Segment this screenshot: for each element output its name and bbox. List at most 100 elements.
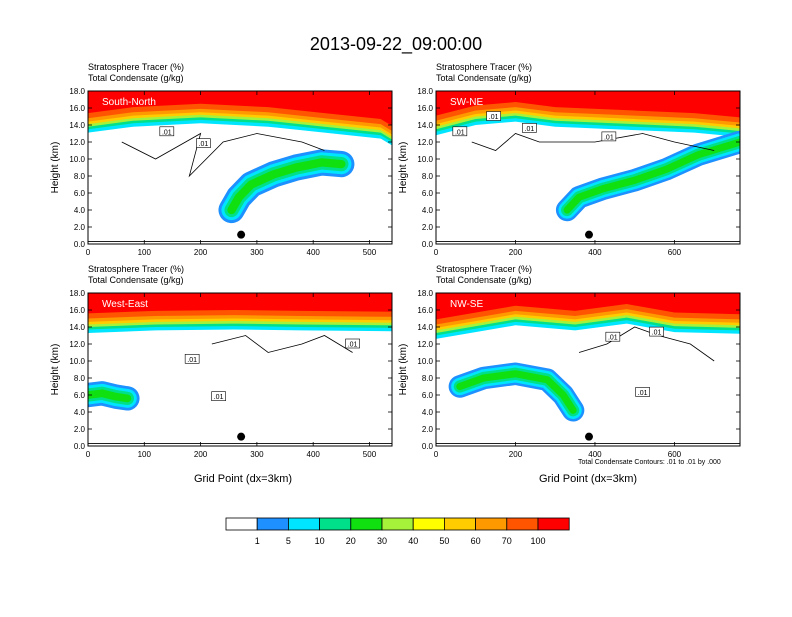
location-marker bbox=[237, 230, 246, 239]
location-marker bbox=[584, 432, 593, 441]
y-tick-label: 0.0 bbox=[422, 240, 434, 249]
colorbar-swatch-3 bbox=[319, 517, 352, 531]
y-tick-label: 4.0 bbox=[422, 408, 434, 417]
x-tick-label: 0 bbox=[86, 450, 91, 459]
colorbar-label: 5 bbox=[286, 536, 291, 546]
y-tick-label: 14.0 bbox=[69, 121, 85, 130]
x-tick-label: 400 bbox=[307, 450, 321, 459]
colorbar-swatch-0 bbox=[225, 517, 258, 531]
contour-label: .01 bbox=[348, 342, 358, 349]
contour-label: .01 bbox=[489, 114, 499, 121]
contour-label: .01 bbox=[187, 357, 197, 364]
colorbar-label: 30 bbox=[377, 536, 387, 546]
contour-label: .01 bbox=[525, 126, 535, 133]
colorbar: 1 5 10 20 30 40 50 60 70 100 bbox=[225, 517, 570, 546]
y-tick-label: 2.0 bbox=[74, 223, 86, 232]
x-tick-label: 200 bbox=[509, 248, 523, 257]
contour-title: Total Condensate (g/kg) bbox=[88, 275, 184, 285]
y-tick-label: 0.0 bbox=[422, 442, 434, 451]
panel-name: West-East bbox=[102, 299, 148, 310]
y-tick-label: 6.0 bbox=[422, 189, 434, 198]
x-tick-label: 400 bbox=[588, 450, 602, 459]
y-tick-label: 12.0 bbox=[69, 138, 85, 147]
colorbar-label: 20 bbox=[346, 536, 356, 546]
plume-level-3 bbox=[227, 158, 346, 215]
x-tick-label: 200 bbox=[509, 450, 523, 459]
y-tick-label: 12.0 bbox=[417, 138, 433, 147]
colorbar-swatch-2 bbox=[287, 517, 320, 531]
colorbar-label: 70 bbox=[502, 536, 512, 546]
contour-label-box bbox=[211, 391, 226, 402]
x-tick-label: 200 bbox=[194, 450, 208, 459]
contour-label-box bbox=[635, 387, 650, 397]
contour-info-text: Total Condensate Contours: .01 to .01 by… bbox=[578, 459, 721, 466]
y-tick-label: 0.0 bbox=[74, 240, 86, 249]
x-tick-label: 500 bbox=[363, 248, 377, 257]
y-axis-label: Height (km) bbox=[398, 344, 409, 396]
x-tick-label: 200 bbox=[194, 248, 208, 257]
colorbar-label: 40 bbox=[408, 536, 418, 546]
contour-title: Total Condensate (g/kg) bbox=[436, 275, 532, 285]
plume-level-3 bbox=[563, 138, 740, 214]
contour-title: Total Condensate (g/kg) bbox=[436, 73, 532, 83]
x-tick-label: 600 bbox=[668, 450, 682, 459]
plot-area: .01 .01 bbox=[88, 91, 392, 244]
band-top bbox=[88, 91, 392, 102]
y-tick-label: 6.0 bbox=[74, 391, 86, 400]
y-tick-label: 4.0 bbox=[74, 206, 86, 215]
plot-area: .01 .01 .01 bbox=[436, 293, 740, 446]
contour-label: .01 bbox=[652, 330, 662, 337]
y-tick-label: 16.0 bbox=[69, 306, 85, 315]
band-top bbox=[436, 293, 740, 304]
colorbar-label: 100 bbox=[530, 536, 545, 546]
contour-label-box bbox=[184, 353, 200, 364]
plot-frame bbox=[435, 90, 741, 245]
x-axis-label-right: Grid Point (dx=3km) bbox=[539, 473, 637, 485]
y-tick-label: 6.0 bbox=[422, 391, 434, 400]
plume-level-3 bbox=[88, 389, 132, 403]
contour-label-box bbox=[601, 131, 617, 142]
x-tick-label: 0 bbox=[434, 248, 439, 257]
y-tick-label: 2.0 bbox=[422, 425, 434, 434]
colorbar-swatch-5 bbox=[381, 517, 414, 531]
y-axis-label: Height (km) bbox=[50, 142, 61, 194]
y-tick-label: 4.0 bbox=[74, 408, 86, 417]
colorbar-swatch-8 bbox=[475, 517, 508, 531]
colorbar-swatch-1 bbox=[256, 517, 289, 531]
y-tick-label: 18.0 bbox=[417, 289, 433, 298]
x-tick-label: 0 bbox=[434, 450, 439, 459]
panel-name: SW-NE bbox=[450, 97, 483, 108]
x-axis-label-left: Grid Point (dx=3km) bbox=[194, 473, 292, 485]
x-tick-label: 600 bbox=[668, 248, 682, 257]
contour-label-box bbox=[522, 123, 537, 133]
plume-level-3 bbox=[456, 370, 577, 414]
condensate-contour bbox=[121, 132, 325, 178]
band-top bbox=[436, 91, 740, 102]
y-tick-label: 14.0 bbox=[417, 121, 433, 130]
field-title: Stratosphere Tracer (%) bbox=[88, 62, 184, 72]
y-tick-label: 2.0 bbox=[422, 223, 434, 232]
contour-label: .01 bbox=[608, 335, 618, 342]
y-tick-label: 18.0 bbox=[69, 87, 85, 96]
y-tick-label: 8.0 bbox=[74, 374, 86, 383]
contour-label-box bbox=[345, 338, 360, 349]
colorbar-swatch-7 bbox=[443, 517, 476, 531]
plot-frame bbox=[435, 292, 741, 447]
contour-label: .01 bbox=[162, 129, 172, 136]
y-tick-label: 0.0 bbox=[74, 442, 86, 451]
plot-area: .01 .01 .01 bbox=[88, 293, 392, 446]
contour-label-box bbox=[486, 111, 501, 121]
colorbar-label: 1 bbox=[255, 536, 260, 546]
condensate-contour bbox=[471, 133, 715, 151]
y-tick-label: 10.0 bbox=[417, 357, 433, 366]
x-tick-label: 400 bbox=[307, 248, 321, 257]
panel-sw-ne: .01 .01 .01 .01 SW-NE Stratosphere Tracer (%)… bbox=[398, 62, 741, 257]
location-marker bbox=[237, 432, 246, 441]
contour-label: .01 bbox=[199, 141, 209, 148]
panel-name: NW-SE bbox=[450, 299, 483, 310]
y-tick-label: 2.0 bbox=[74, 425, 86, 434]
y-tick-label: 8.0 bbox=[74, 172, 86, 181]
y-tick-label: 8.0 bbox=[422, 374, 434, 383]
x-tick-label: 400 bbox=[588, 248, 602, 257]
